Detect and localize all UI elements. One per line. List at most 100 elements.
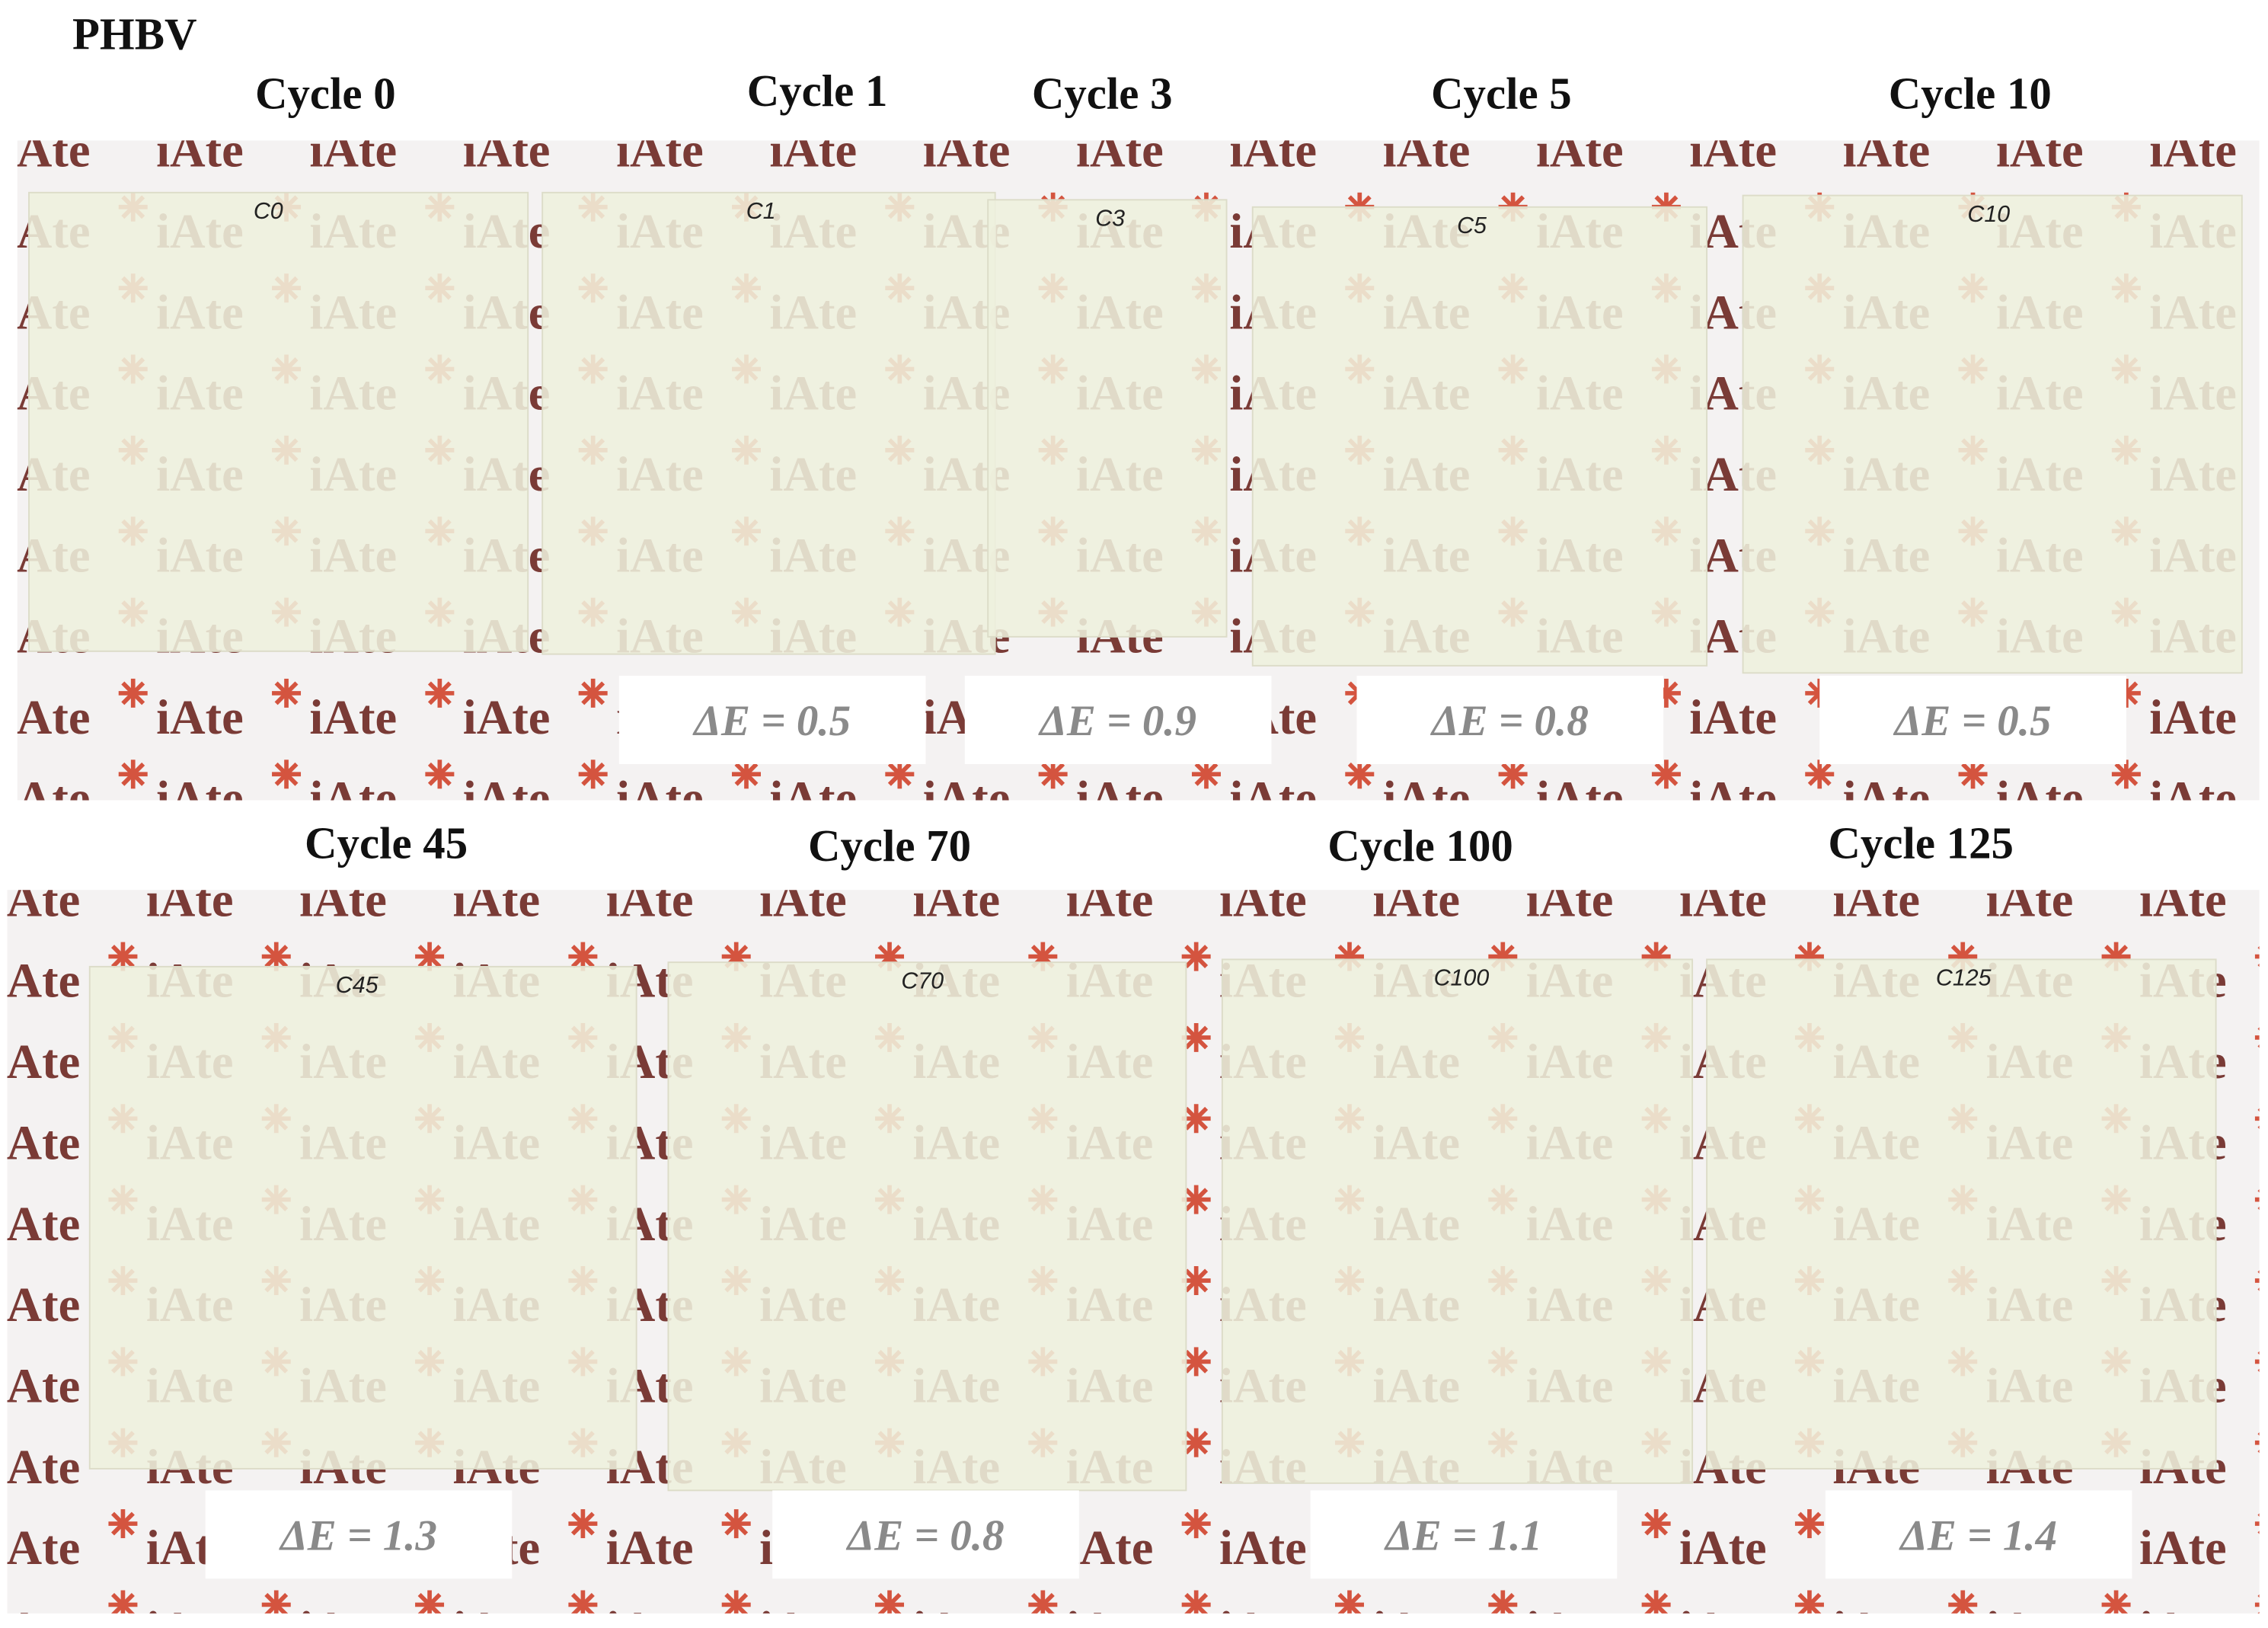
pattern-text: iAte <box>146 1601 234 1628</box>
pattern-text: iAte <box>1536 770 1624 825</box>
delta-e-label: ΔE = 1.1 <box>1384 1511 1542 1559</box>
pattern-star <box>583 845 603 865</box>
pattern-text: iAte <box>463 689 551 744</box>
pattern-star <box>2257 1513 2260 1517</box>
pattern-star <box>417 1592 442 1614</box>
panel-label: Cycle 1 <box>747 66 888 116</box>
panel-label: Cycle 0 <box>255 69 396 119</box>
pattern-text: iAte <box>0 1034 80 1089</box>
delta-e-label: ΔE = 1.4 <box>1899 1511 2057 1559</box>
pattern-star <box>1654 762 1679 786</box>
pattern-star <box>274 762 299 786</box>
pattern-text: iAte <box>0 1277 80 1332</box>
delta-e-box <box>1310 1490 1618 1579</box>
delta-e-box <box>205 1490 513 1579</box>
pattern-text: iAte <box>616 770 704 825</box>
pattern-text: iAte <box>309 770 397 825</box>
pattern-star <box>2257 1270 2260 1274</box>
pattern-text: iAte <box>1383 770 1471 825</box>
pattern-star <box>1196 845 1217 865</box>
delta-e-label: ΔE = 0.9 <box>1038 697 1196 745</box>
pattern-text: iAte <box>1066 1520 1154 1575</box>
pattern-star <box>110 945 135 969</box>
pattern-text: iAte <box>3 770 91 825</box>
panel-label: Cycle 125 <box>1828 818 2014 868</box>
sample-mark: C100 <box>1434 965 1490 991</box>
pattern-star <box>2257 1368 2260 1372</box>
panel-label: Cycle 5 <box>1431 69 1572 119</box>
pattern-star <box>570 945 595 969</box>
pattern-star <box>570 1511 595 1536</box>
pattern-text: iAte <box>769 770 857 825</box>
sample-mark: C5 <box>1457 213 1487 238</box>
pattern-star <box>264 945 289 969</box>
pattern-text: iAte <box>1219 1520 1307 1575</box>
pattern-text: iAte <box>0 1115 80 1169</box>
pattern-star <box>1184 945 1209 969</box>
pattern-star <box>1797 1511 1822 1536</box>
delta-e-box <box>964 676 1272 764</box>
panel-label: Cycle 70 <box>808 821 971 871</box>
sample-mark: C45 <box>336 972 379 998</box>
delta-e-label: ΔE = 0.5 <box>692 697 851 745</box>
delta-e-box <box>1819 676 2126 764</box>
pattern-star <box>2257 1108 2260 1112</box>
pattern-text: iAte <box>1689 770 1777 825</box>
pattern-star <box>1043 845 1063 865</box>
pattern-text: iAte <box>1996 770 2084 825</box>
pattern-text: iAte <box>0 1520 80 1575</box>
pattern-text: iAte <box>146 872 234 926</box>
film-sample <box>1221 958 1694 1484</box>
pattern-text: iAte <box>0 953 80 1008</box>
pattern-text: iAte <box>912 1601 1000 1628</box>
pattern-text: iAte <box>923 123 1011 178</box>
pattern-star <box>1656 845 1676 865</box>
pattern-star <box>111 1592 135 1614</box>
pattern-star <box>1184 1268 1209 1293</box>
pattern-star <box>734 762 759 786</box>
sample-mark: C1 <box>746 198 776 224</box>
pattern-text: iAte <box>0 1358 80 1413</box>
pattern-star <box>110 1511 135 1536</box>
film-sample <box>987 199 1228 638</box>
pattern-text: iAte <box>1832 872 1920 926</box>
pattern-star <box>724 1511 749 1536</box>
sample-mark: C70 <box>901 968 944 993</box>
pattern-text: iAte <box>463 123 551 178</box>
delta-e-box <box>618 676 926 764</box>
sample-mark: C3 <box>1095 205 1125 231</box>
pattern-text: iAte <box>1372 1601 1460 1628</box>
film-sample <box>1251 206 1708 667</box>
sample-mark: C0 <box>254 198 283 224</box>
pattern-star <box>736 845 757 865</box>
pattern-star <box>1184 1106 1209 1131</box>
pattern-text: iAte <box>923 770 1011 825</box>
pattern-star <box>1950 1592 1975 1614</box>
pattern-text: iAte <box>0 872 80 926</box>
pattern-text: iAte <box>452 1601 540 1628</box>
pattern-text: iAte <box>1679 1520 1767 1575</box>
pattern-text: iAte <box>299 872 387 926</box>
sample-mark: C10 <box>1967 201 2010 227</box>
pattern-star <box>264 1592 289 1614</box>
film-sample <box>1706 958 2217 1470</box>
film-sample <box>1742 194 2243 674</box>
pattern-text: iAte <box>1219 872 1307 926</box>
pattern-star <box>1656 845 1676 865</box>
pattern-star <box>570 1592 595 1614</box>
pattern-text: iAte <box>0 1439 80 1494</box>
film-sample <box>541 191 996 655</box>
pattern-star <box>1347 762 1372 786</box>
pattern-star <box>581 762 605 786</box>
pattern-text: iAte <box>606 872 694 926</box>
pattern-text: iAte <box>1383 123 1471 178</box>
delta-e-box <box>1825 1490 2132 1579</box>
pattern-text: iAte <box>759 872 847 926</box>
pattern-text: iAte <box>1536 123 1624 178</box>
pattern-text: iAte <box>309 689 397 744</box>
pattern-star <box>427 681 452 705</box>
pattern-star <box>2116 845 2136 865</box>
pattern-star <box>2257 963 2260 968</box>
pattern-star <box>1184 1188 1209 1212</box>
